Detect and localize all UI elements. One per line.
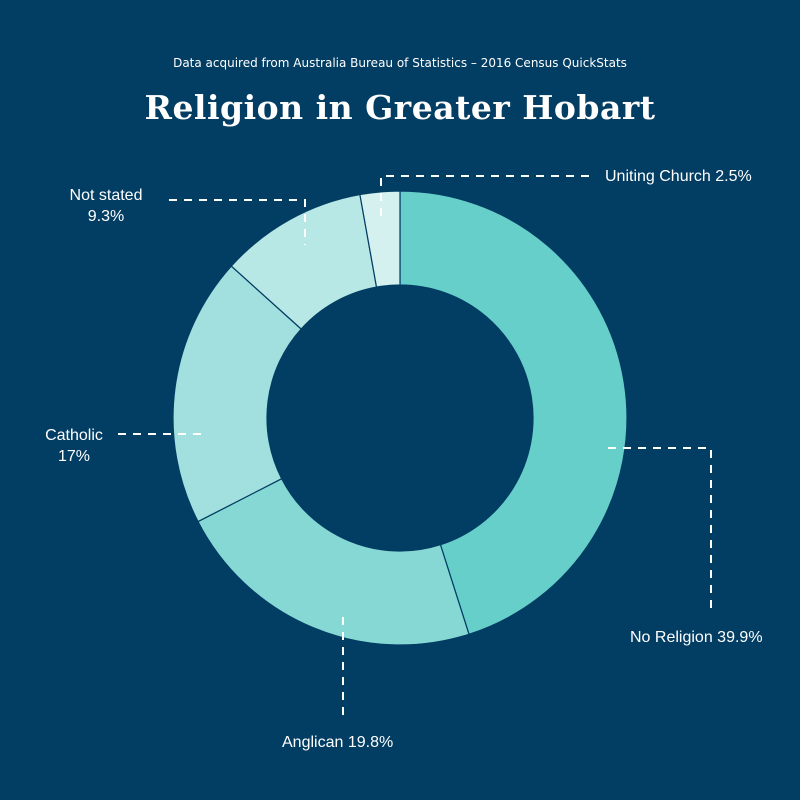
slice-label-no-religion: No Religion 39.9%	[630, 627, 763, 648]
donut-slice-uniting-church	[359, 190, 401, 288]
leader-line-no-religion	[608, 447, 712, 613]
slice-label-text: Catholic	[45, 427, 103, 444]
slice-label-uniting-church: Uniting Church 2.5%	[605, 166, 752, 187]
donut-slice-no-religion	[399, 190, 628, 636]
leader-line-uniting-church	[380, 175, 593, 216]
slice-value-text: 17%	[57, 448, 91, 465]
leader-lines	[118, 175, 712, 722]
chart-title: Religion in Greater Hobart	[144, 88, 656, 127]
slice-value-text: 9.3%	[87, 208, 125, 225]
slice-label-not-stated: Not stated 9.3%	[58, 185, 154, 227]
leader-line-not-stated	[169, 199, 306, 245]
slice-label-text: Uniting Church	[605, 168, 711, 185]
slice-value-text: 19.8%	[347, 734, 394, 751]
slice-label-text: Anglican	[282, 734, 344, 751]
slice-label-anglican: Anglican 19.8%	[282, 732, 393, 753]
slice-label-text: No Religion	[630, 629, 713, 646]
donut-slice-anglican	[197, 477, 470, 646]
slice-value-text: 2.5%	[715, 168, 752, 185]
slice-label-text: Not stated	[69, 187, 143, 204]
slice-label-catholic: Catholic 17%	[33, 425, 115, 467]
chart-subtitle: Data acquired from Australia Bureau of S…	[173, 56, 627, 70]
slice-value-text: 39.9%	[717, 629, 763, 646]
donut-slices	[172, 190, 628, 646]
donut-slice-catholic	[172, 265, 303, 523]
